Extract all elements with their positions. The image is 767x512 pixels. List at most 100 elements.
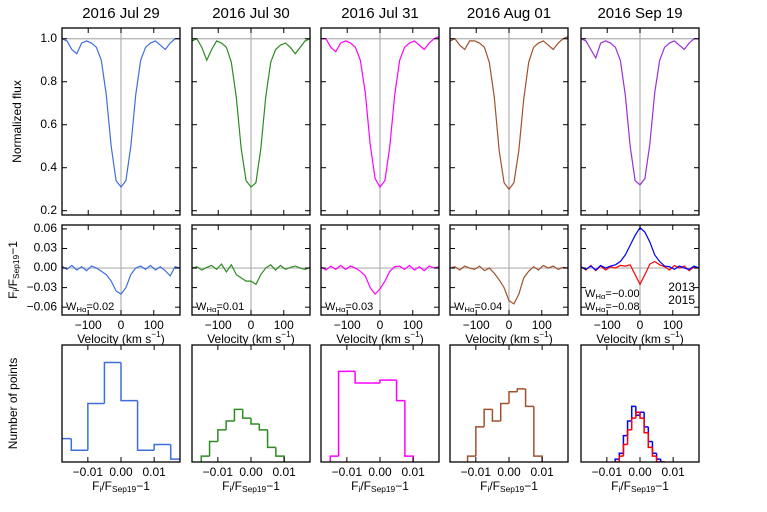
histogram-bin	[208, 440, 218, 457]
label-part: /F	[6, 279, 20, 290]
label-part: Velocity (km s	[77, 332, 151, 346]
label-part: −1	[395, 479, 409, 493]
label-part: Sep19	[11, 254, 21, 279]
y-tick-label: 0.4	[40, 160, 57, 174]
x-tick-label: 0.00	[628, 465, 652, 479]
label-part: =0.01	[216, 301, 244, 313]
histogram-bin	[516, 388, 526, 392]
panel-title: 2016 Jul 30	[212, 5, 290, 22]
panel-title: 2016 Aug 01	[467, 5, 551, 22]
label-part: i	[618, 484, 620, 494]
ew-annotation: WHα=0.04	[454, 301, 502, 314]
y-tick-label: 0.8	[40, 74, 57, 88]
label-part: /F	[620, 479, 631, 493]
y-tick-label: 0.03	[34, 241, 58, 255]
histogram-bin	[508, 391, 518, 404]
histogram-bin	[200, 455, 210, 462]
label-part: −1	[524, 479, 538, 493]
x-axis-label: Fi/FSep19−1	[222, 479, 280, 494]
label-part: F	[351, 479, 358, 493]
x-tick-label: −100	[594, 318, 621, 332]
x-axis-label: Fi/FSep19−1	[611, 479, 669, 494]
x-tick-label: −100	[75, 318, 102, 332]
label-part: W	[196, 301, 207, 313]
label-part: Velocity (km s	[465, 332, 539, 346]
label-part: =0.03	[345, 301, 373, 313]
legend-entry: 2013	[668, 280, 695, 294]
x-tick-label: 0	[118, 318, 125, 332]
ew-annotation: WHα=−0.08	[585, 301, 640, 314]
histogram-bin	[639, 412, 645, 419]
label-part: −1	[6, 241, 20, 255]
label-part: W	[585, 288, 596, 300]
histogram-bin	[466, 455, 476, 462]
label-part: Sep19	[371, 484, 396, 494]
histogram-bin	[329, 455, 339, 462]
histogram-bin	[120, 362, 138, 402]
histogram-bin	[395, 380, 405, 402]
x-axis-label: Fi/FSep19−1	[351, 479, 409, 494]
label-part: F	[480, 479, 487, 493]
histogram-bin	[354, 371, 364, 384]
data-line	[62, 264, 180, 295]
histogram-bin	[169, 444, 180, 460]
x-axis-label: Fi/FSep19−1	[92, 479, 150, 494]
label-part: F	[6, 292, 20, 299]
histogram-bin	[70, 438, 88, 452]
histogram-bin	[524, 388, 534, 408]
x-tick-label: 0.01	[401, 465, 425, 479]
label-part: −1	[539, 329, 549, 339]
label-part: )	[549, 332, 553, 346]
y-axis-label: Number of points	[6, 358, 20, 449]
histogram-bin	[630, 405, 636, 422]
x-axis-label: Fi/FSep19−1	[480, 479, 538, 494]
label-part: W	[325, 301, 336, 313]
x-tick-label: −100	[205, 318, 232, 332]
histogram-bin	[659, 459, 665, 462]
x-tick-label: 100	[274, 318, 294, 332]
label-part: Hα	[206, 305, 217, 314]
data-line	[192, 263, 310, 286]
label-part: Hα	[464, 305, 475, 314]
data-line	[192, 37, 310, 188]
histogram-bin	[233, 408, 243, 422]
label-part: Velocity (km s	[596, 332, 670, 346]
histogram-bin	[266, 429, 276, 449]
x-tick-label: −0.01	[332, 465, 363, 479]
histogram-bin	[258, 423, 268, 431]
histogram-bin	[136, 400, 155, 452]
x-tick-label: 0.00	[368, 465, 392, 479]
histogram-bin	[643, 418, 649, 434]
label-part: −1	[281, 329, 291, 339]
x-axis-label: Velocity (km s−1)	[596, 329, 684, 346]
data-line	[581, 38, 699, 186]
y-tick-label: 1.0	[40, 31, 57, 45]
y-tick-label: −0.06	[27, 299, 58, 313]
label-part: )	[291, 332, 295, 346]
ew-annotation: WHα=0.01	[196, 301, 244, 314]
x-tick-label: 0.01	[272, 465, 296, 479]
label-part: i	[487, 484, 489, 494]
ew-annotation: WHα=−0.00	[585, 288, 640, 301]
label-part: i	[99, 484, 101, 494]
legend-entry: 2015	[668, 293, 695, 307]
histogram-bin	[622, 443, 628, 457]
y-tick-label: −0.03	[27, 280, 58, 294]
label-part: =−0.00	[605, 288, 639, 300]
histogram-bin	[651, 447, 657, 457]
label-part: −1	[670, 329, 680, 339]
label-part: W	[66, 301, 77, 313]
x-tick-label: 100	[144, 318, 164, 332]
histogram-bin	[217, 429, 227, 442]
x-tick-label: 0	[377, 318, 384, 332]
label-part: Hα	[76, 305, 87, 314]
label-part: i	[229, 484, 231, 494]
histogram-bin	[647, 432, 653, 449]
x-tick-label: −0.01	[592, 465, 623, 479]
label-part: F	[611, 479, 618, 493]
histogram-bin	[655, 456, 661, 462]
x-tick-label: −100	[334, 318, 361, 332]
label-part: −1	[655, 479, 669, 493]
label-part: −1	[151, 329, 161, 339]
